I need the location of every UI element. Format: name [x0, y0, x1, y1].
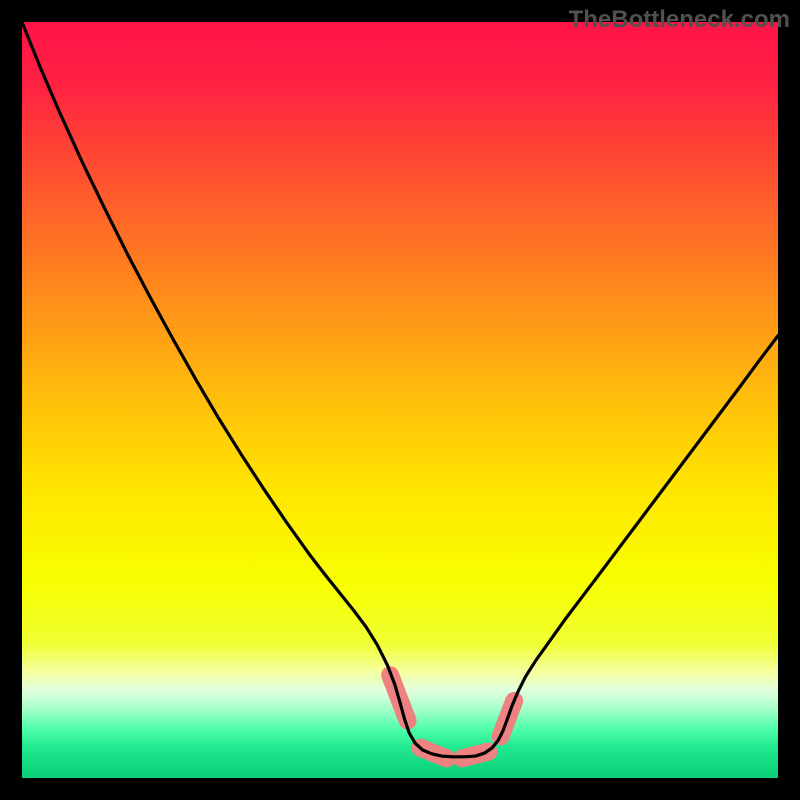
- gradient-background: [22, 22, 778, 778]
- bottleneck-curve-chart: [0, 0, 800, 800]
- plot-area: [22, 22, 778, 778]
- watermark-text: TheBottleneck.com: [569, 6, 790, 34]
- chart-container: TheBottleneck.com: [0, 0, 800, 800]
